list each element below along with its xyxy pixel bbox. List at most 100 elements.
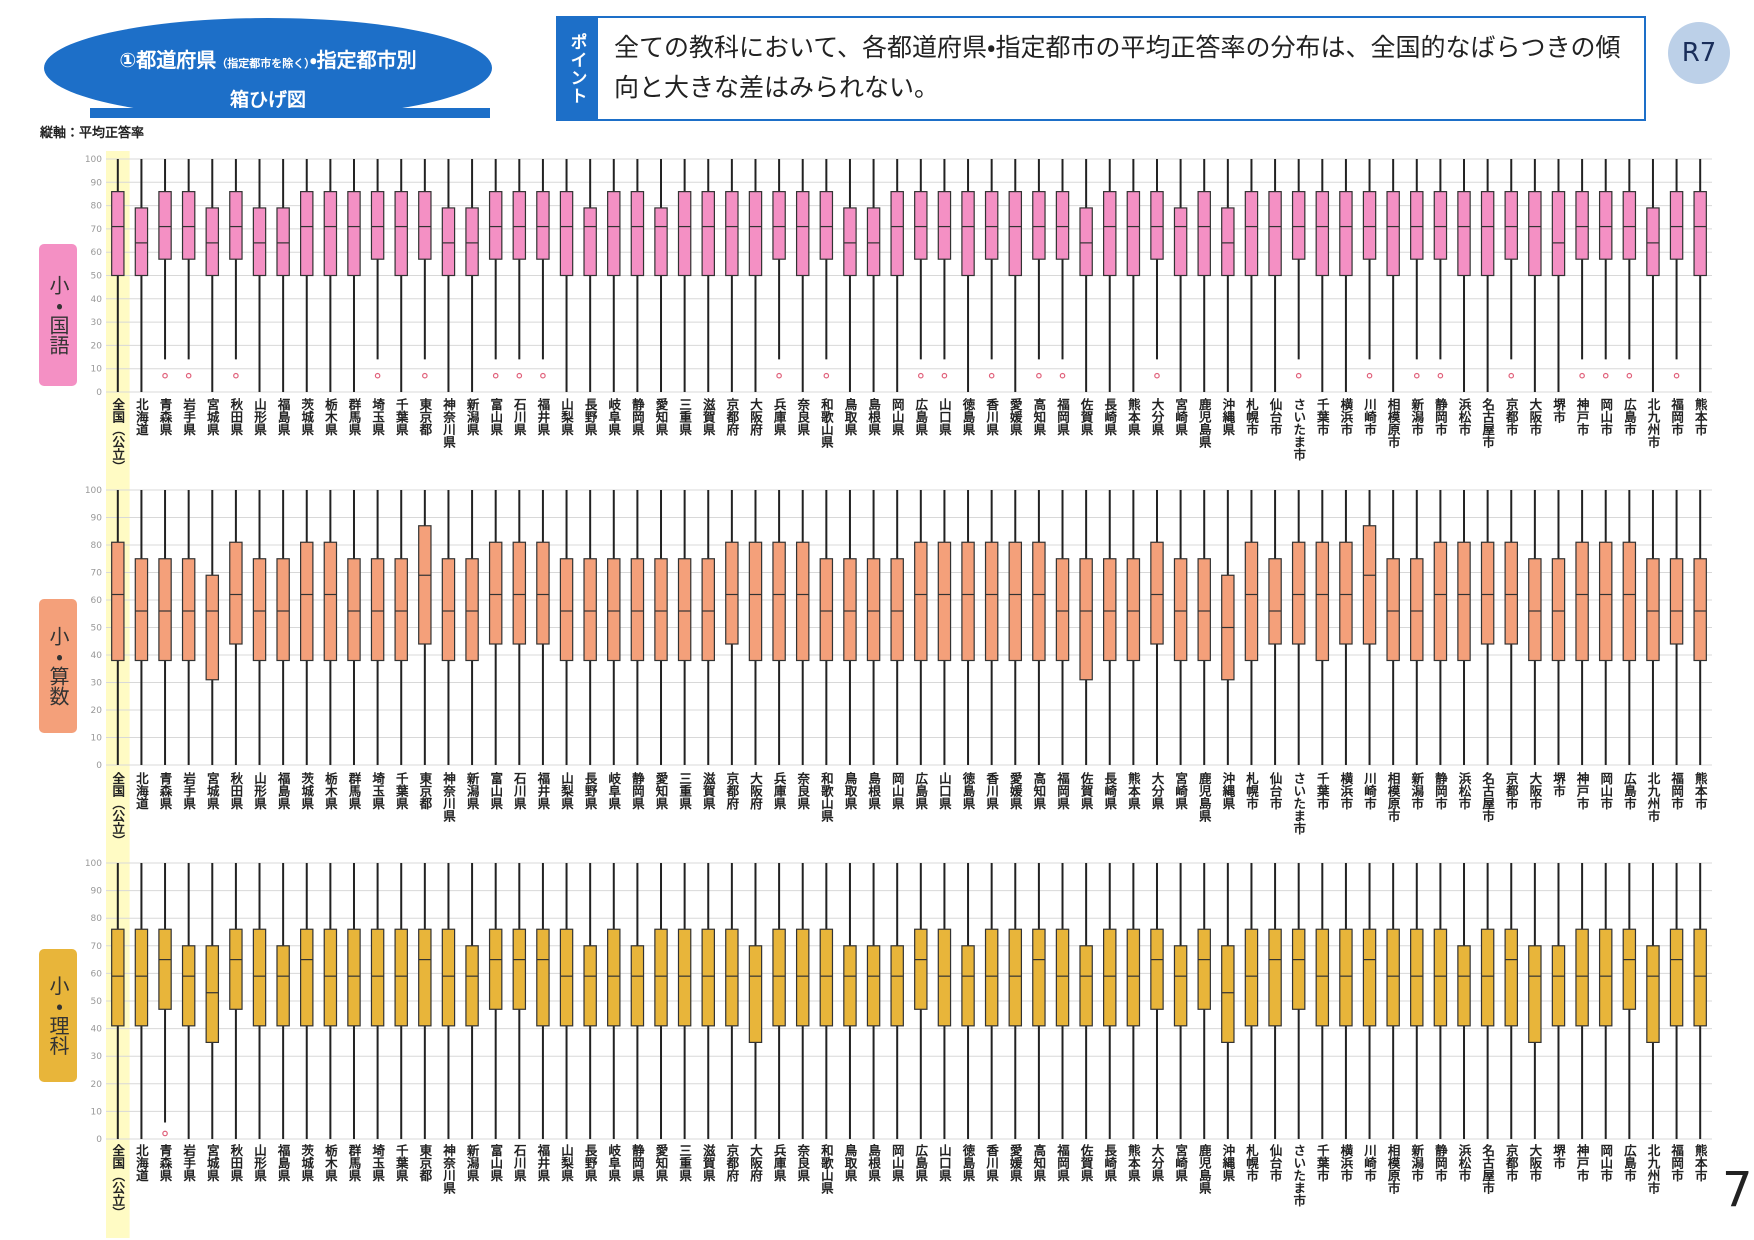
outlier [1579, 372, 1585, 379]
x-tick-label: 沖縄県 [1220, 397, 1235, 436]
x-tick-label: 神戸市 [1575, 771, 1590, 810]
y-tick-label: 30 [91, 318, 103, 328]
box [1693, 928, 1707, 1027]
y-tick-label: 50 [91, 624, 103, 634]
x-tick-label: 神奈川県 [441, 771, 456, 823]
x-tick-label: 高知県 [1031, 397, 1046, 436]
x-tick-label: 大阪市 [1527, 771, 1542, 810]
x-tick-label: 岩手県 [181, 1143, 196, 1182]
x-tick-label: 京都市 [1504, 397, 1519, 436]
box [1457, 541, 1471, 662]
outlier [516, 372, 523, 379]
y-tick-label: 10 [91, 734, 103, 744]
y-tick-label: 90 [91, 514, 103, 524]
box [961, 541, 975, 662]
x-tick-label: 富山県 [488, 397, 503, 436]
x-tick-label: 京都府 [724, 1143, 739, 1182]
box [512, 928, 527, 1010]
x-tick-label: 福岡県 [1055, 397, 1070, 436]
box [1386, 928, 1400, 1027]
x-tick-label: 和歌山県 [819, 397, 834, 449]
x-tick-label: 埼玉県 [370, 1143, 385, 1182]
box [1339, 541, 1353, 645]
box [181, 945, 196, 1027]
point-label: ポイント [556, 16, 598, 121]
box [1268, 928, 1282, 1027]
x-tick-label: さいたま市 [1291, 1144, 1306, 1207]
x-tick-label: 茨城県 [299, 397, 314, 436]
x-tick-label: 静岡市 [1433, 771, 1448, 810]
box [843, 558, 857, 662]
x-tick-label: 名古屋市 [1480, 771, 1495, 823]
box [1126, 191, 1141, 277]
box [418, 928, 432, 1027]
box [843, 945, 857, 1027]
x-tick-label: 富山県 [488, 1143, 503, 1182]
x-tick-label: 札幌市 [1244, 397, 1259, 436]
box [252, 928, 267, 1027]
y-tick-label: 100 [85, 486, 102, 496]
box [937, 541, 952, 662]
box [1410, 191, 1424, 260]
box [1315, 191, 1330, 277]
box [1008, 191, 1023, 277]
x-tick-label: 島根県 [866, 397, 881, 436]
header-underline [90, 108, 490, 118]
box [370, 191, 385, 260]
box [819, 558, 834, 662]
x-tick-label: 浜松市 [1457, 771, 1472, 810]
x-tick-label: 石川県 [512, 398, 527, 436]
panel-title: 小・国語 [46, 275, 70, 355]
x-tick-label: 三重県 [677, 772, 692, 810]
x-tick-label: 川崎市 [1362, 398, 1377, 436]
box [819, 191, 834, 260]
box [111, 928, 125, 1027]
box [748, 191, 763, 277]
x-tick-label: 宮崎県 [1173, 397, 1188, 436]
box [1386, 558, 1400, 662]
x-tick-label: 福井県 [535, 1143, 550, 1182]
outlier [1366, 372, 1373, 379]
box [914, 928, 928, 1010]
box [229, 928, 243, 1010]
box [488, 541, 503, 645]
x-tick-label: 神戸市 [1575, 397, 1590, 436]
x-tick-label: 大阪府 [748, 1143, 763, 1182]
box [394, 191, 408, 277]
y-tick-label: 20 [91, 1080, 103, 1090]
outlier [540, 372, 546, 379]
box [1457, 191, 1471, 277]
box [1150, 541, 1164, 645]
box [1197, 928, 1211, 1010]
box [748, 541, 763, 662]
box [465, 558, 479, 662]
box [323, 541, 338, 662]
box [1032, 541, 1046, 662]
box [890, 191, 904, 277]
x-tick-label: 長崎県 [1102, 771, 1117, 810]
y-tick-label: 60 [91, 596, 103, 606]
box [111, 191, 125, 277]
box [1103, 191, 1117, 277]
box [914, 541, 928, 662]
x-tick-label: 静岡県 [630, 771, 645, 810]
box [1433, 541, 1448, 662]
x-tick-label: 岡山県 [890, 1144, 905, 1182]
x-tick-label: 奈良県 [795, 771, 810, 810]
x-tick-label: 鳥取県 [842, 397, 857, 436]
x-tick-label: 青森県 [158, 397, 173, 436]
box [1622, 928, 1637, 1010]
box [772, 928, 786, 1027]
x-tick-label: 兵庫県 [772, 397, 787, 436]
x-tick-label: 鹿児島県 [1197, 1143, 1212, 1195]
x-tick-label: 愛媛県 [1008, 1143, 1023, 1182]
x-tick-label: 広島県 [913, 1143, 928, 1182]
y-tick-label: 80 [91, 914, 103, 924]
outlier [988, 372, 995, 379]
outlier [1059, 372, 1066, 379]
box [984, 928, 999, 1027]
x-tick-label: 愛知県 [654, 397, 669, 436]
y-tick-label: 50 [91, 272, 103, 282]
box [559, 928, 574, 1027]
